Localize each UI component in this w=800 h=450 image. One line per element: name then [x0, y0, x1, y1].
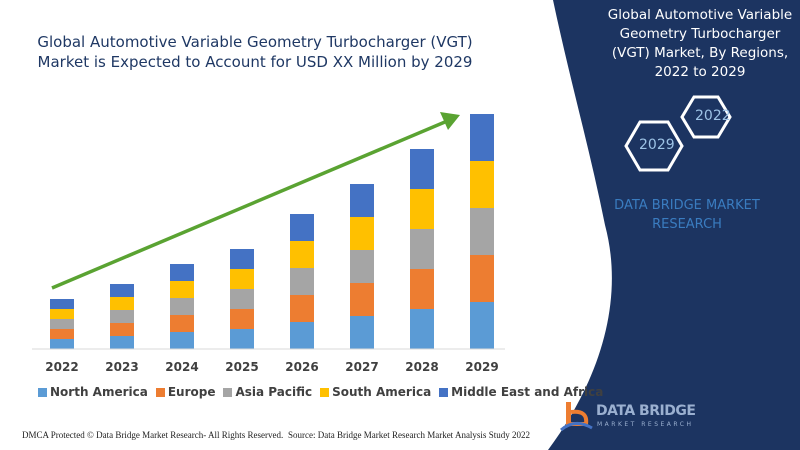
bar-segment-2024-3 — [170, 281, 194, 298]
legend-swatch — [439, 387, 449, 397]
x-tick-label: 2024 — [165, 360, 198, 374]
bar-segment-2026-3 — [290, 241, 314, 268]
bar-segment-2024-0 — [170, 332, 194, 349]
bar-segment-2026-1 — [290, 295, 314, 322]
legend-swatch — [223, 387, 233, 397]
hex-label-2029: 2029 — [639, 137, 675, 153]
bar-segment-2029-3 — [470, 161, 494, 208]
x-tick-label: 2023 — [105, 360, 138, 374]
bar-segment-2029-4 — [470, 114, 494, 161]
bar-segment-2027-1 — [350, 283, 374, 316]
bar-segment-2024-4 — [170, 264, 194, 281]
legend-swatch — [38, 387, 47, 397]
legend-item: North America — [38, 385, 148, 399]
bar-segment-2027-2 — [350, 250, 374, 283]
bar-segment-2023-0 — [110, 336, 134, 349]
legend-swatch — [155, 387, 165, 397]
footer-copyright: DMCA Protected © Data Bridge Market Rese… — [22, 430, 284, 440]
bar-segment-2022-4 — [50, 299, 74, 309]
legend-item: South America — [320, 385, 431, 399]
legend-label: Europe — [167, 385, 216, 399]
bar-segment-2023-1 — [110, 323, 134, 336]
bar-segment-2029-1 — [470, 255, 494, 302]
footer-source: Source: Data Bridge Market Research Mark… — [288, 430, 530, 440]
bar-segment-2024-2 — [170, 298, 194, 315]
bar-segment-2022-2 — [50, 319, 74, 329]
bar-segment-2028-3 — [410, 189, 434, 229]
trend-arrow — [51, 117, 453, 290]
chart-title: Global Automotive Variable Geometry Turb… — [37, 33, 473, 71]
bar-segment-2023-3 — [110, 297, 134, 310]
hexagon-2022 — [680, 95, 732, 139]
logo-icon — [560, 402, 593, 432]
x-tick-label: 2028 — [405, 360, 438, 374]
stacked-bar-chart: 2022 2023 2024 2025 2026 2027 2028 2029 — [45, 114, 499, 374]
legend-label: Middle East and Africa — [451, 385, 604, 399]
bar-segment-2025-3 — [230, 269, 254, 289]
legend-label: South America — [332, 385, 432, 399]
legend-item: Asia Pacific — [223, 385, 312, 399]
hex-label-2022: 2022 — [695, 108, 731, 124]
legend-label: Asia Pacific — [235, 385, 313, 399]
x-tick-label: 2022 — [45, 360, 78, 374]
bar-segment-2027-0 — [350, 316, 374, 349]
bar-segment-2025-2 — [230, 289, 254, 309]
bar-segment-2027-4 — [350, 184, 374, 217]
logo-text: DATA BRIDGE — [596, 403, 696, 419]
legend: North America Europe Asia Pacific South … — [38, 385, 603, 399]
bar-segment-2028-1 — [410, 269, 434, 309]
bar-segment-2025-1 — [230, 309, 254, 329]
bar-segment-2022-1 — [50, 329, 74, 339]
legend-swatch — [320, 387, 330, 397]
bar-segment-2029-2 — [470, 208, 494, 255]
bar-segment-2028-0 — [410, 309, 434, 349]
bar-segment-2023-4 — [110, 284, 134, 297]
x-tick-label: 2025 — [225, 360, 258, 374]
bar-segment-2029-0 — [470, 302, 494, 349]
bar-segment-2027-3 — [350, 217, 374, 250]
legend-item: Middle East and Africa — [439, 385, 603, 399]
logo-subtext: MARKET RESEARCH — [597, 421, 694, 428]
x-tick-label: 2029 — [465, 360, 498, 374]
side-panel-title: Global Automotive Variable Geometry Turb… — [607, 7, 793, 80]
trend-arrow-head — [440, 112, 460, 130]
brand-text: DATA BRIDGE MARKET RESEARCH — [614, 198, 760, 232]
bar-segment-2022-0 — [50, 339, 74, 349]
bar-segment-2022-3 — [50, 309, 74, 319]
legend-item: Europe — [155, 385, 216, 399]
legend-label: North America — [50, 385, 148, 399]
bar-segment-2028-2 — [410, 229, 434, 269]
bar-segment-2028-4 — [410, 149, 434, 189]
side-panel — [548, 0, 800, 450]
hexagon-2029 — [624, 120, 684, 172]
bar-segment-2025-0 — [230, 329, 254, 349]
x-tick-label: 2027 — [345, 360, 378, 374]
bar-segment-2023-2 — [110, 310, 134, 323]
bar-segment-2024-1 — [170, 315, 194, 332]
x-tick-label: 2026 — [285, 360, 318, 374]
bar-segment-2025-4 — [230, 249, 254, 269]
bar-segment-2026-0 — [290, 322, 314, 349]
bar-segment-2026-2 — [290, 268, 314, 295]
bar-segment-2026-4 — [290, 214, 314, 241]
